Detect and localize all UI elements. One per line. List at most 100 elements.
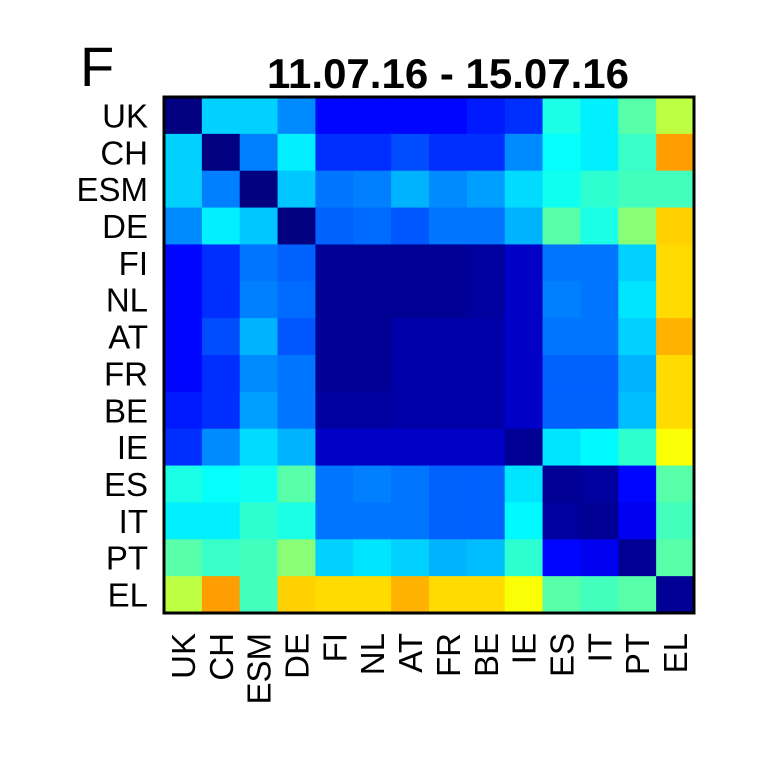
heatmap-cell-FI-AT xyxy=(391,244,430,282)
heatmap-cell-UK-IE xyxy=(504,97,544,135)
heatmap-cell-EL-BE xyxy=(466,576,506,614)
y-tick-label-FI: FI xyxy=(119,245,148,282)
heatmap-cell-IE-NL xyxy=(353,428,392,467)
heatmap-cell-AT-IE xyxy=(504,318,544,356)
heatmap-cell-FI-BE xyxy=(466,244,506,282)
heatmap-cell-FR-ESM xyxy=(239,355,279,393)
heatmap-cell-PT-AT xyxy=(391,539,430,577)
heatmap-cell-IE-ES xyxy=(542,428,582,467)
heatmap-cell-UK-NL xyxy=(353,97,392,135)
heatmap-cell-NL-FI xyxy=(315,281,354,319)
heatmap-cell-ESM-BE xyxy=(466,170,506,209)
heatmap-cell-BE-IE xyxy=(504,391,544,430)
x-tick-label-DE: DE xyxy=(279,633,316,679)
heatmap-cell-ESM-FI xyxy=(315,170,354,209)
heatmap-cell-DE-FI xyxy=(315,207,354,246)
heatmap-cell-NL-FR xyxy=(429,281,468,319)
heatmap-cell-CH-AT xyxy=(391,133,430,172)
heatmap-cell-PT-NL xyxy=(353,539,392,577)
heatmap-cell-NL-NL xyxy=(353,281,392,319)
heatmap-cell-FR-PT xyxy=(618,355,657,393)
heatmap-cell-BE-FI xyxy=(315,391,354,430)
heatmap-cell-BE-CH xyxy=(201,391,241,430)
x-tick-label-PT: PT xyxy=(619,633,656,675)
heatmap-cell-CH-IT xyxy=(580,133,619,172)
heatmap-cell-EL-NL xyxy=(353,576,392,614)
heatmap-cell-IE-BE xyxy=(466,428,506,467)
heatmap-cell-ES-AT xyxy=(391,465,430,504)
heatmap-cell-DE-IE xyxy=(504,207,544,246)
heatmap-cell-DE-PT xyxy=(618,207,657,246)
heatmap-cell-UK-EL xyxy=(656,97,695,135)
heatmap-cell-NL-UK xyxy=(164,281,203,319)
heatmap-cell-IT-NL xyxy=(353,502,392,540)
heatmap-cell-IT-IT xyxy=(580,502,619,540)
heatmap-cell-IE-AT xyxy=(391,428,430,467)
heatmap-cell-EL-ESM xyxy=(239,576,279,614)
heatmap-cell-ES-NL xyxy=(353,465,392,504)
heatmap-cell-FR-CH xyxy=(201,355,241,393)
heatmap-cell-IE-EL xyxy=(656,428,695,467)
heatmap-cell-AT-DE xyxy=(277,318,317,356)
heatmap-cell-IE-FI xyxy=(315,428,354,467)
heatmap-cell-CH-ESM xyxy=(239,133,279,172)
heatmap-cell-FI-PT xyxy=(618,244,657,282)
heatmap-cell-FI-IT xyxy=(580,244,619,282)
heatmap-cell-CH-NL xyxy=(353,133,392,172)
x-tick-label-ES: ES xyxy=(544,633,581,677)
heatmap-cell-CH-FR xyxy=(429,133,468,172)
heatmap-cell-IT-BE xyxy=(466,502,506,540)
heatmap-cell-FR-FI xyxy=(315,355,354,393)
x-tick-label-CH: CH xyxy=(203,633,240,681)
heatmap-cell-ES-FI xyxy=(315,465,354,504)
heatmap-cell-UK-FR xyxy=(429,97,468,135)
heatmap-cell-NL-EL xyxy=(656,281,695,319)
heatmap-cell-AT-EL xyxy=(656,318,695,356)
heatmap-cell-IT-IE xyxy=(504,502,544,540)
heatmap-cell-IE-FR xyxy=(429,428,468,467)
heatmap-cell-UK-AT xyxy=(391,97,430,135)
heatmap-cell-BE-NL xyxy=(353,391,392,430)
heatmap-cell-AT-ESM xyxy=(239,318,279,356)
heatmap-cell-FR-UK xyxy=(164,355,203,393)
heatmap-cell-CH-CH xyxy=(201,133,241,172)
heatmap-cell-UK-CH xyxy=(201,97,241,135)
heatmap-cell-DE-DE xyxy=(277,207,317,246)
heatmap-cell-ESM-PT xyxy=(618,170,657,209)
heatmap-cell-UK-UK xyxy=(164,97,203,135)
heatmap-cell-AT-NL xyxy=(353,318,392,356)
heatmap-cell-BE-ES xyxy=(542,391,582,430)
heatmap-cell-AT-UK xyxy=(164,318,203,356)
heatmap-cell-NL-ESM xyxy=(239,281,279,319)
heatmap-cell-DE-UK xyxy=(164,207,203,246)
heatmap-cell-EL-DE xyxy=(277,576,317,614)
heatmap-cell-FR-IT xyxy=(580,355,619,393)
heatmap-cell-PT-UK xyxy=(164,539,203,577)
heatmap-cell-FR-DE xyxy=(277,355,317,393)
heatmap-cell-ESM-ES xyxy=(542,170,582,209)
heatmap-cell-BE-DE xyxy=(277,391,317,430)
heatmap-cell-PT-IT xyxy=(580,539,619,577)
heatmap-cell-FR-ES xyxy=(542,355,582,393)
heatmap-cell-FI-FR xyxy=(429,244,468,282)
heatmap-cell-BE-AT xyxy=(391,391,430,430)
heatmap-cell-UK-BE xyxy=(466,97,506,135)
heatmap-cell-DE-IT xyxy=(580,207,619,246)
y-tick-label-FR: FR xyxy=(104,355,148,392)
heatmap-cell-FI-DE xyxy=(277,244,317,282)
heatmap-cell-ES-FR xyxy=(429,465,468,504)
heatmap-cell-EL-IE xyxy=(504,576,544,614)
heatmap-cell-ESM-EL xyxy=(656,170,695,209)
heatmap-cell-FR-FR xyxy=(429,355,468,393)
heatmap-cell-DE-CH xyxy=(201,207,241,246)
heatmap-cell-BE-EL xyxy=(656,391,695,430)
heatmap-cell-IE-IT xyxy=(580,428,619,467)
heatmap-cell-AT-FI xyxy=(315,318,354,356)
heatmap-cell-IE-CH xyxy=(201,428,241,467)
y-tick-label-UK: UK xyxy=(102,97,148,134)
heatmap-cell-UK-ES xyxy=(542,97,582,135)
heatmap-cell-NL-BE xyxy=(466,281,506,319)
heatmap-cell-UK-IT xyxy=(580,97,619,135)
heatmap-cell-FI-EL xyxy=(656,244,695,282)
